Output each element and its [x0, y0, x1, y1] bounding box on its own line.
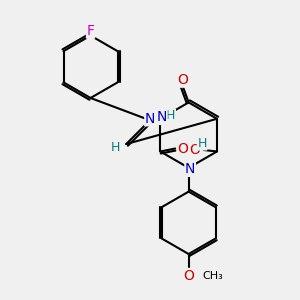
Text: N: N [185, 162, 195, 176]
Text: O: O [177, 142, 188, 155]
Text: N: N [157, 110, 167, 124]
Text: N: N [145, 112, 155, 126]
Text: CH₃: CH₃ [202, 271, 223, 281]
Text: H: H [166, 109, 175, 122]
Text: H: H [111, 140, 121, 154]
Text: H: H [197, 137, 207, 150]
Text: O: O [177, 73, 188, 87]
Text: O: O [183, 269, 194, 283]
Text: F: F [87, 24, 94, 38]
Text: O: O [189, 143, 200, 157]
